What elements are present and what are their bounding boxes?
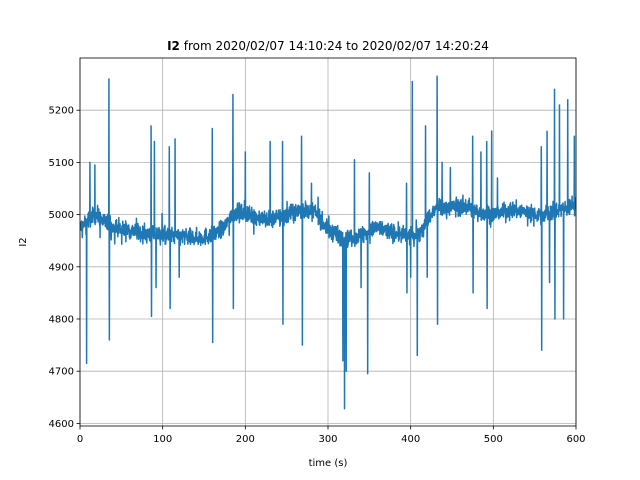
y-tick-label: 5200 xyxy=(49,106,74,117)
x-tick-label: 500 xyxy=(484,434,503,445)
x-tick-label: 400 xyxy=(401,434,420,445)
x-tick-label: 600 xyxy=(566,434,585,445)
series-line-i2 xyxy=(80,75,576,410)
x-axis-label: time (s) xyxy=(309,458,348,469)
chart-title-bold: I2 xyxy=(167,39,180,53)
y-tick-label: 5100 xyxy=(49,158,74,169)
y-axis-label: I2 xyxy=(18,237,29,246)
x-axis: 0 100 200 300 400 500 600 xyxy=(77,426,586,445)
y-tick-label: 4700 xyxy=(49,367,74,378)
y-tick-label: 4600 xyxy=(49,419,74,430)
x-tick-label: 300 xyxy=(318,434,337,445)
y-tick-label: 4800 xyxy=(49,314,74,325)
x-tick-label: 100 xyxy=(153,434,172,445)
x-tick-label: 200 xyxy=(236,434,255,445)
x-tick-label: 0 xyxy=(77,434,83,445)
y-tick-label: 4900 xyxy=(49,262,74,273)
y-axis: 4600 4700 4800 4900 5000 5100 5200 xyxy=(49,106,80,430)
chart-title: I2 from 2020/02/07 14:10:24 to 2020/02/0… xyxy=(167,39,489,53)
chart-title-rest: from 2020/02/07 14:10:24 to 2020/02/07 1… xyxy=(180,39,489,53)
series-layer xyxy=(80,75,576,410)
y-tick-label: 5000 xyxy=(49,210,74,221)
